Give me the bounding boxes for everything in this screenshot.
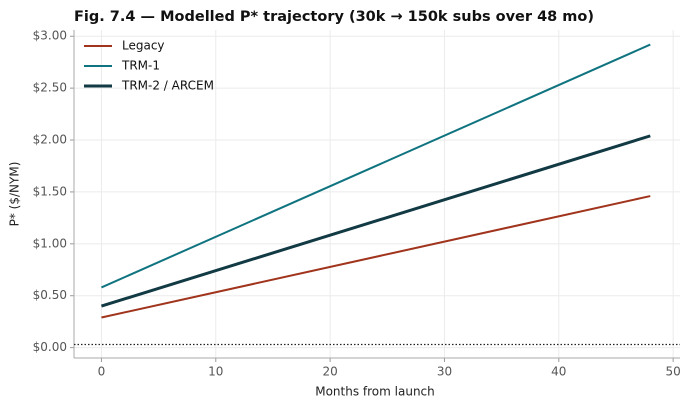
y-tick-label: $3.00: [33, 29, 67, 43]
legend-label: TRM-2 / ARCEM: [121, 79, 214, 93]
legend-label: Legacy: [122, 39, 165, 53]
x-tick-label: 30: [437, 365, 452, 379]
y-tick-label: $1.50: [33, 184, 67, 198]
x-axis-label: Months from launch: [315, 385, 435, 399]
legend-label: TRM-1: [121, 59, 160, 73]
chart-title: Fig. 7.4 — Modelled P* trajectory (30k →…: [74, 9, 594, 25]
x-tick-label: 20: [322, 365, 337, 379]
series-line: [101, 43, 651, 289]
x-tick-label: 40: [551, 365, 566, 379]
y-tick-label: $2.00: [33, 133, 67, 147]
y-tick-label: $0.00: [33, 340, 67, 354]
y-tick-label: $1.00: [33, 236, 67, 250]
x-tick-label: 0: [98, 365, 106, 379]
series-line: [100, 134, 651, 308]
y-tick-label: $0.50: [33, 288, 67, 302]
x-tick-label: 10: [208, 365, 223, 379]
y-axis-label: P* ($/NYM): [8, 162, 22, 227]
x-tick-label: 50: [665, 365, 680, 379]
series-line: [101, 195, 651, 319]
y-tick-label: $2.50: [33, 81, 67, 95]
